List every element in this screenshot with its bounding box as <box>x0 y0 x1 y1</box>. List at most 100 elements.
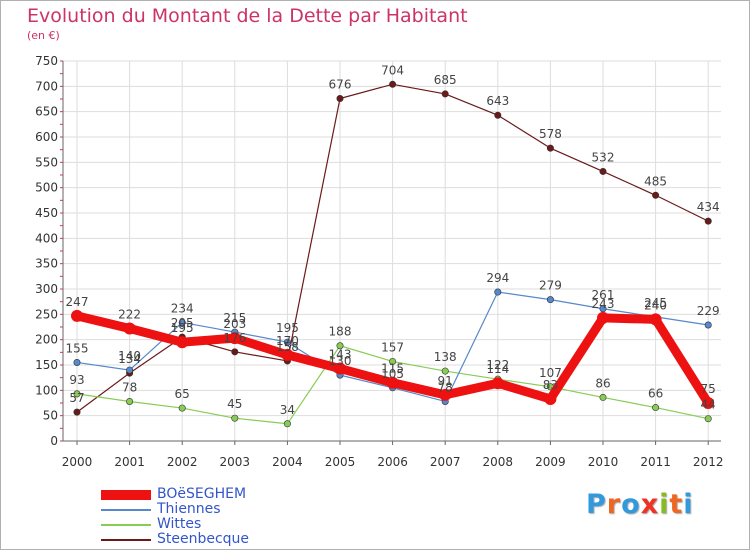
point-boseghem <box>491 377 504 390</box>
data-label-thiennes: 245 <box>644 296 667 310</box>
data-label-boseghem: 222 <box>118 308 141 322</box>
point-steenbecque <box>599 167 607 175</box>
point-boseghem <box>281 348 294 361</box>
y-tick-label: 300 <box>35 282 58 296</box>
data-label-wittes: 122 <box>486 358 509 372</box>
y-tick-label: 400 <box>35 231 58 245</box>
point-steenbecque <box>704 217 712 225</box>
data-label-steenbecque: 578 <box>539 127 562 141</box>
data-label-steenbecque: 643 <box>486 94 509 108</box>
x-tick-label: 2011 <box>640 455 671 469</box>
legend-item-boeseghem: BOëSEGHEM <box>101 486 341 502</box>
x-tick-label: 2001 <box>114 455 145 469</box>
data-label-steenbecque: 676 <box>329 77 352 91</box>
point-steenbecque <box>231 348 239 356</box>
point-boseghem <box>71 309 83 322</box>
data-label-boseghem: 240 <box>644 298 667 312</box>
point-boseghem <box>597 311 609 324</box>
data-label-thiennes: 215 <box>223 311 246 325</box>
point-thiennes <box>126 366 134 374</box>
y-tick-label: 750 <box>35 54 58 68</box>
data-label-boseghem: 83 <box>543 378 558 392</box>
data-label-steenbecque: 176 <box>223 331 246 345</box>
point-steenbecque <box>494 111 502 119</box>
data-label-wittes: 44 <box>701 398 716 412</box>
legend-label-boeseghem: BOëSEGHEM <box>157 486 247 502</box>
y-tick-label: 250 <box>35 307 58 321</box>
data-label-wittes: 93 <box>69 373 84 387</box>
axes: 0 50 100 150 200 250 300 350 400 450 500 550 600 650 7… <box>35 54 723 469</box>
data-label-thiennes: 140 <box>118 349 141 363</box>
point-thiennes <box>73 358 81 366</box>
legend-item-thiennes: Thiennes <box>101 501 341 517</box>
data-label-wittes: 107 <box>539 366 562 380</box>
data-label-wittes: 78 <box>122 380 137 394</box>
y-tick-label: 700 <box>35 79 58 93</box>
point-boseghem <box>176 336 189 349</box>
x-tick-label: 2005 <box>325 455 356 469</box>
data-label-steenbecque: 704 <box>381 63 404 77</box>
chart-title: Evolution du Montant de la Dette par Hab… <box>27 5 468 27</box>
data-label-wittes: 65 <box>175 387 190 401</box>
unit-label: (en €) <box>27 29 60 42</box>
data-labels: 57 134 205 176 158 676 704 685 643 578 532 485 434 93… <box>66 63 720 416</box>
point-boseghem <box>702 397 715 409</box>
data-label-thiennes: 105 <box>381 367 404 381</box>
x-tick-label: 2010 <box>588 455 619 469</box>
point-thiennes <box>704 321 712 329</box>
point-steenbecque <box>652 191 660 199</box>
data-label-steenbecque: 685 <box>434 73 457 87</box>
data-label-boseghem: 115 <box>381 362 404 376</box>
y-tick-label: 200 <box>35 333 58 347</box>
y-tick-label: 100 <box>35 383 58 397</box>
y-tick-label: 350 <box>35 257 58 271</box>
logo-letter: i <box>659 489 670 520</box>
point-wittes <box>704 415 712 423</box>
data-label-steenbecque: 205 <box>171 316 194 330</box>
x-tick-label: 2007 <box>430 455 461 469</box>
data-label-boseghem: 195 <box>171 321 194 335</box>
data-label-boseghem: 170 <box>276 334 299 348</box>
data-label-wittes: 45 <box>227 397 242 411</box>
x-tick-label: 2006 <box>377 455 408 469</box>
data-label-steenbecque: 532 <box>592 150 615 164</box>
point-wittes <box>283 420 291 428</box>
point-wittes <box>336 342 344 350</box>
legend-swatch-boeseghem <box>101 489 151 500</box>
data-label-thiennes: 279 <box>539 279 562 293</box>
data-label-steenbecque: 134 <box>118 352 141 366</box>
point-steenbecque <box>336 94 344 102</box>
point-steenbecque <box>73 408 81 416</box>
point-boseghem <box>228 332 241 345</box>
data-label-boseghem: 75 <box>701 382 716 396</box>
data-label-thiennes: 294 <box>486 271 509 285</box>
logo-letter: r <box>606 489 622 520</box>
logo-letter: P <box>586 489 607 520</box>
point-wittes <box>73 390 81 398</box>
data-label-thiennes: 130 <box>329 354 352 368</box>
y-tick-label: 500 <box>35 181 58 195</box>
data-label-boseghem: 243 <box>592 297 615 311</box>
series-lines <box>71 80 715 428</box>
point-wittes <box>652 404 660 412</box>
data-label-wittes: 157 <box>381 340 404 354</box>
data-label-wittes: 138 <box>434 350 457 364</box>
point-wittes <box>231 414 239 422</box>
y-tick-label: 0 <box>50 434 58 448</box>
point-wittes <box>178 404 186 412</box>
data-label-boseghem: 114 <box>486 362 509 376</box>
y-tick-label: 550 <box>35 155 58 169</box>
logo-letter: t <box>669 489 684 520</box>
point-wittes <box>126 397 134 405</box>
y-tick-label: 650 <box>35 105 58 119</box>
data-label-thiennes: 229 <box>697 304 720 318</box>
data-label-wittes: 34 <box>280 403 295 417</box>
x-tick-label: 2000 <box>62 455 93 469</box>
legend: BOëSEGHEM Thiennes Wittes Steenbecque <box>101 486 341 547</box>
x-tick-label: 2004 <box>272 455 303 469</box>
data-label-steenbecque: 158 <box>276 340 299 354</box>
point-thiennes <box>546 296 554 304</box>
point-wittes <box>599 393 607 401</box>
